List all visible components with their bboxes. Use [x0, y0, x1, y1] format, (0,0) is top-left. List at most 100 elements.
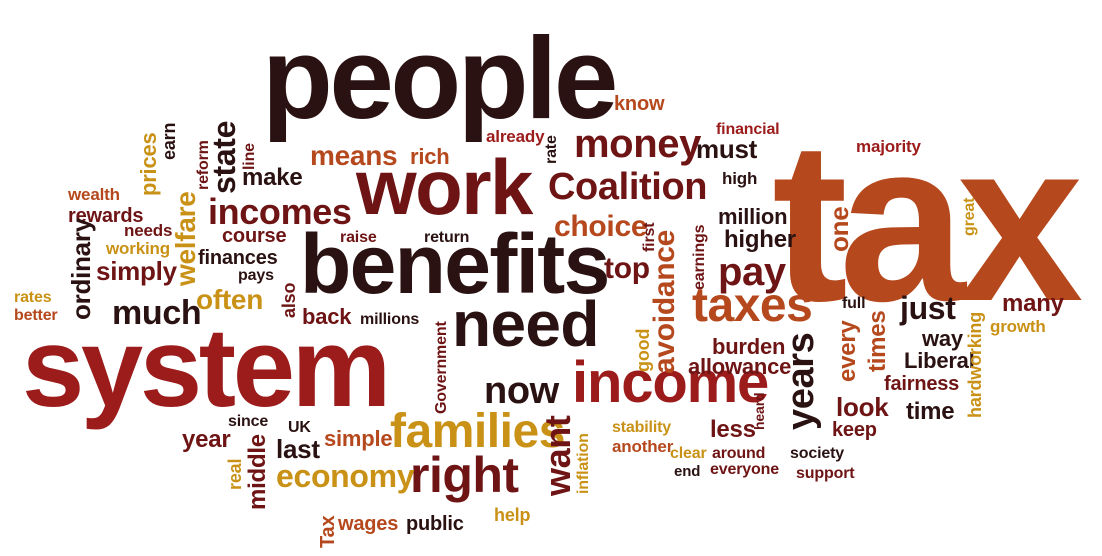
word-full: full [842, 295, 866, 312]
word-incomes: incomes [208, 191, 352, 232]
word-course: course [222, 225, 287, 247]
word-working: working [106, 239, 170, 258]
word-earnings: earnings [691, 224, 708, 290]
word-rich: rich [410, 144, 450, 169]
word-good: good [633, 328, 653, 372]
word-clear: clear [670, 445, 707, 462]
word-stability: stability [612, 419, 672, 436]
word-middle: middle [244, 434, 271, 510]
word-families: families [390, 405, 565, 458]
word-every: every [834, 320, 861, 382]
word-around: around [712, 445, 766, 462]
word-money: money [574, 122, 701, 166]
word-reform: reform [195, 140, 212, 190]
word-public: public [406, 513, 464, 535]
word-rates: rates [14, 289, 52, 306]
word-great: great [961, 197, 978, 236]
word-many: many [1002, 290, 1064, 317]
word-growth: growth [990, 317, 1046, 336]
word-prices: prices [136, 132, 161, 197]
word-simple: simple [324, 426, 393, 451]
word-finances: finances [198, 247, 278, 269]
word-better: better [14, 307, 58, 324]
word-help: help [494, 505, 531, 525]
word-now: now [484, 370, 559, 412]
word-high: high [722, 169, 758, 188]
word-taxes: taxes [692, 279, 813, 332]
word-fairness: fairness [884, 373, 960, 395]
word-often: often [196, 284, 264, 315]
word-allowance: allowance [688, 354, 792, 379]
word-higher: higher [724, 226, 796, 253]
word-ordinary: ordinary [66, 218, 96, 320]
word-last: last [276, 434, 320, 464]
word-just: just [900, 290, 956, 326]
word-need: need [452, 288, 599, 360]
word-simply: simply [96, 256, 177, 286]
word-uk: UK [288, 419, 311, 436]
word-must: must [696, 134, 758, 164]
word-liberal: Liberal [904, 348, 975, 373]
word-work: work [356, 143, 533, 231]
word-pay: pay [718, 250, 786, 294]
word-people: people [262, 13, 618, 143]
word-inflation: inflation [575, 433, 592, 494]
word-everyone: everyone [710, 461, 779, 478]
word-earn: earn [159, 122, 179, 160]
word-end: end [674, 463, 701, 480]
word-majority: majority [856, 137, 921, 156]
word-raise: raise [340, 229, 377, 246]
word-society: society [790, 445, 845, 462]
word-first: first [641, 222, 658, 252]
word-line: line [241, 143, 258, 170]
word-hardworking: hardworking [965, 311, 985, 418]
word-support: support [796, 465, 855, 482]
word-means: means [310, 140, 398, 171]
word-wages: wages [338, 513, 399, 535]
word-make: make [242, 164, 303, 191]
word-another: another [612, 437, 674, 456]
word-right: right [410, 447, 519, 503]
word-welfare: welfare [170, 191, 201, 286]
word-needs: needs [124, 221, 173, 240]
word-time: time [906, 398, 955, 425]
word-way: way [922, 326, 963, 351]
word-system: system [22, 305, 391, 430]
word-already: already [486, 127, 545, 146]
word-also: also [279, 282, 299, 318]
word-year: year [182, 426, 231, 453]
word-rate: rate [543, 135, 560, 164]
word-top: top [604, 252, 650, 285]
word-real: real [225, 458, 245, 490]
word-know: know [614, 93, 665, 115]
word-years: years [780, 332, 822, 430]
word-benefits: benefits [300, 217, 610, 311]
word-times: times [864, 310, 891, 373]
word-tax-small: Tax [317, 515, 339, 548]
word-burden: burden [712, 334, 786, 359]
word-one: one [824, 206, 854, 252]
word-less: less [710, 416, 756, 443]
word-back: back [302, 304, 352, 329]
word-rewards: rewards [68, 205, 144, 227]
word-millions: millions [360, 311, 420, 328]
word-much: much [112, 294, 202, 332]
word-tax: tax [772, 95, 1083, 349]
word-economy: economy [276, 458, 415, 494]
word-wealth: wealth [68, 185, 120, 204]
word-pays: pays [238, 267, 274, 284]
word-income: income [572, 350, 769, 415]
word-want: want [537, 415, 578, 496]
word-heard: heard [751, 392, 767, 430]
word-government: Government [433, 321, 450, 414]
word-million: million [718, 204, 788, 229]
word-look: look [836, 392, 889, 422]
word-coalition: Coalition [548, 166, 708, 208]
word-financial: financial [716, 121, 780, 138]
word-state: state [206, 120, 242, 194]
word-since: since [228, 413, 269, 430]
word-choice: choice [554, 210, 648, 243]
word-return: return [424, 229, 470, 246]
word-keep: keep [832, 419, 877, 441]
